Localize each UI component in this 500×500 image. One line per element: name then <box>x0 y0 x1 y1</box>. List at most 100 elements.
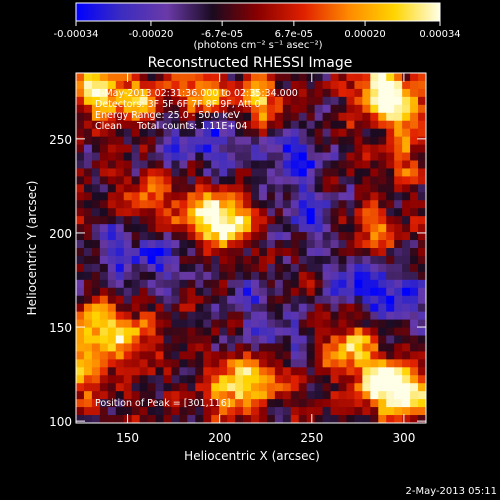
heatmap-cell <box>386 144 395 153</box>
heatmap-cell <box>235 208 244 217</box>
heatmap-cell <box>235 240 244 249</box>
heatmap-cell <box>243 383 252 392</box>
heatmap-cell <box>235 176 244 185</box>
heatmap-cell <box>282 232 292 241</box>
heatmap-cell <box>274 176 284 185</box>
heatmap-cell <box>274 303 284 313</box>
heatmap-cell <box>91 248 101 257</box>
heatmap-cell <box>251 168 260 177</box>
heatmap-cell <box>211 216 220 225</box>
heatmap-cell <box>123 255 133 265</box>
heatmap-cell <box>187 136 196 145</box>
heatmap-cell <box>274 224 284 233</box>
heatmap-cell <box>219 240 228 249</box>
heatmap-cell <box>298 144 308 153</box>
heatmap-cell <box>115 407 125 416</box>
heatmap-cell <box>402 343 411 352</box>
heatmap-cell <box>402 383 411 392</box>
heatmap-cell <box>115 271 125 281</box>
heatmap-cell <box>115 88 125 98</box>
heatmap-cell <box>131 208 141 217</box>
heatmap-cell <box>179 311 188 320</box>
heatmap-cell <box>306 287 316 297</box>
heatmap-cell <box>298 112 308 122</box>
heatmap-cell <box>330 224 339 233</box>
heatmap-cell <box>235 375 244 384</box>
heatmap-cell <box>370 295 379 305</box>
heatmap-cell <box>362 176 371 185</box>
heatmap-cell <box>171 136 180 145</box>
heatmap-cell <box>203 319 212 328</box>
heatmap-cell <box>410 73 419 82</box>
heatmap-cell <box>76 279 85 289</box>
heatmap-cell <box>290 303 300 313</box>
heatmap-cell <box>179 335 188 344</box>
heatmap-cell <box>298 271 308 281</box>
heatmap-cell <box>187 152 196 161</box>
heatmap-cell <box>203 327 212 336</box>
heatmap-cell <box>91 232 101 241</box>
heatmap-cell <box>227 335 236 344</box>
heatmap-cell <box>378 391 387 400</box>
heatmap-cell <box>322 240 331 249</box>
heatmap-cell <box>418 319 427 328</box>
heatmap-cell <box>147 232 156 241</box>
heatmap-cell <box>227 248 236 257</box>
heatmap-cell <box>378 184 387 193</box>
heatmap-cell <box>394 255 403 265</box>
heatmap-cell <box>123 216 133 225</box>
heatmap-cell <box>115 319 125 328</box>
heatmap-cell <box>139 255 148 265</box>
heatmap-cell <box>410 208 419 217</box>
heatmap-cell <box>139 216 148 225</box>
heatmap-cell <box>251 208 260 217</box>
heatmap-cell <box>91 144 101 153</box>
heatmap-cell <box>99 311 109 320</box>
heatmap-cell <box>418 287 427 297</box>
heatmap-cell <box>219 128 228 138</box>
heatmap-cell <box>418 144 427 153</box>
heatmap-cell <box>394 263 403 273</box>
heatmap-cell <box>91 327 101 336</box>
heatmap-cell <box>386 303 395 313</box>
heatmap-cell <box>83 96 93 106</box>
heatmap-cell <box>402 255 411 265</box>
heatmap-cell <box>235 343 244 352</box>
heatmap-cell <box>139 144 148 153</box>
x-tick-label: 150 <box>116 431 139 445</box>
heatmap-cell <box>179 351 188 360</box>
heatmap-cell <box>258 112 268 122</box>
heatmap-cell <box>203 415 212 424</box>
heatmap-cell <box>227 407 236 416</box>
heatmap-cell <box>274 359 284 368</box>
heatmap-cell <box>378 248 387 257</box>
heatmap-cell <box>410 216 419 225</box>
heatmap-cell <box>155 295 164 305</box>
heatmap-cell <box>203 96 212 106</box>
colorbar-tick-label: 6.7e-05 <box>275 29 313 40</box>
heatmap-cell <box>123 144 133 153</box>
heatmap-cell <box>195 303 204 313</box>
heatmap-cell <box>346 120 355 130</box>
heatmap-cell <box>251 248 260 257</box>
heatmap-cell <box>139 319 148 328</box>
heatmap-cell <box>83 144 93 153</box>
heatmap-cell <box>115 287 125 297</box>
heatmap-cell <box>402 240 411 249</box>
heatmap-cell <box>147 271 156 281</box>
heatmap-cell <box>306 88 316 98</box>
heatmap-cell <box>378 343 387 352</box>
heatmap-cell <box>322 152 331 161</box>
heatmap-cell <box>418 279 427 289</box>
heatmap-cell <box>370 104 379 114</box>
heatmap-cell <box>282 152 292 161</box>
heatmap-cell <box>251 375 260 384</box>
heatmap-cell <box>139 351 148 360</box>
heatmap-cell <box>338 208 347 217</box>
heatmap-cell <box>314 73 323 82</box>
heatmap-cell <box>171 359 180 368</box>
heatmap-cell <box>131 407 141 416</box>
heatmap-cell <box>107 192 117 201</box>
heatmap-cell <box>258 136 268 145</box>
heatmap-cell <box>139 152 148 161</box>
